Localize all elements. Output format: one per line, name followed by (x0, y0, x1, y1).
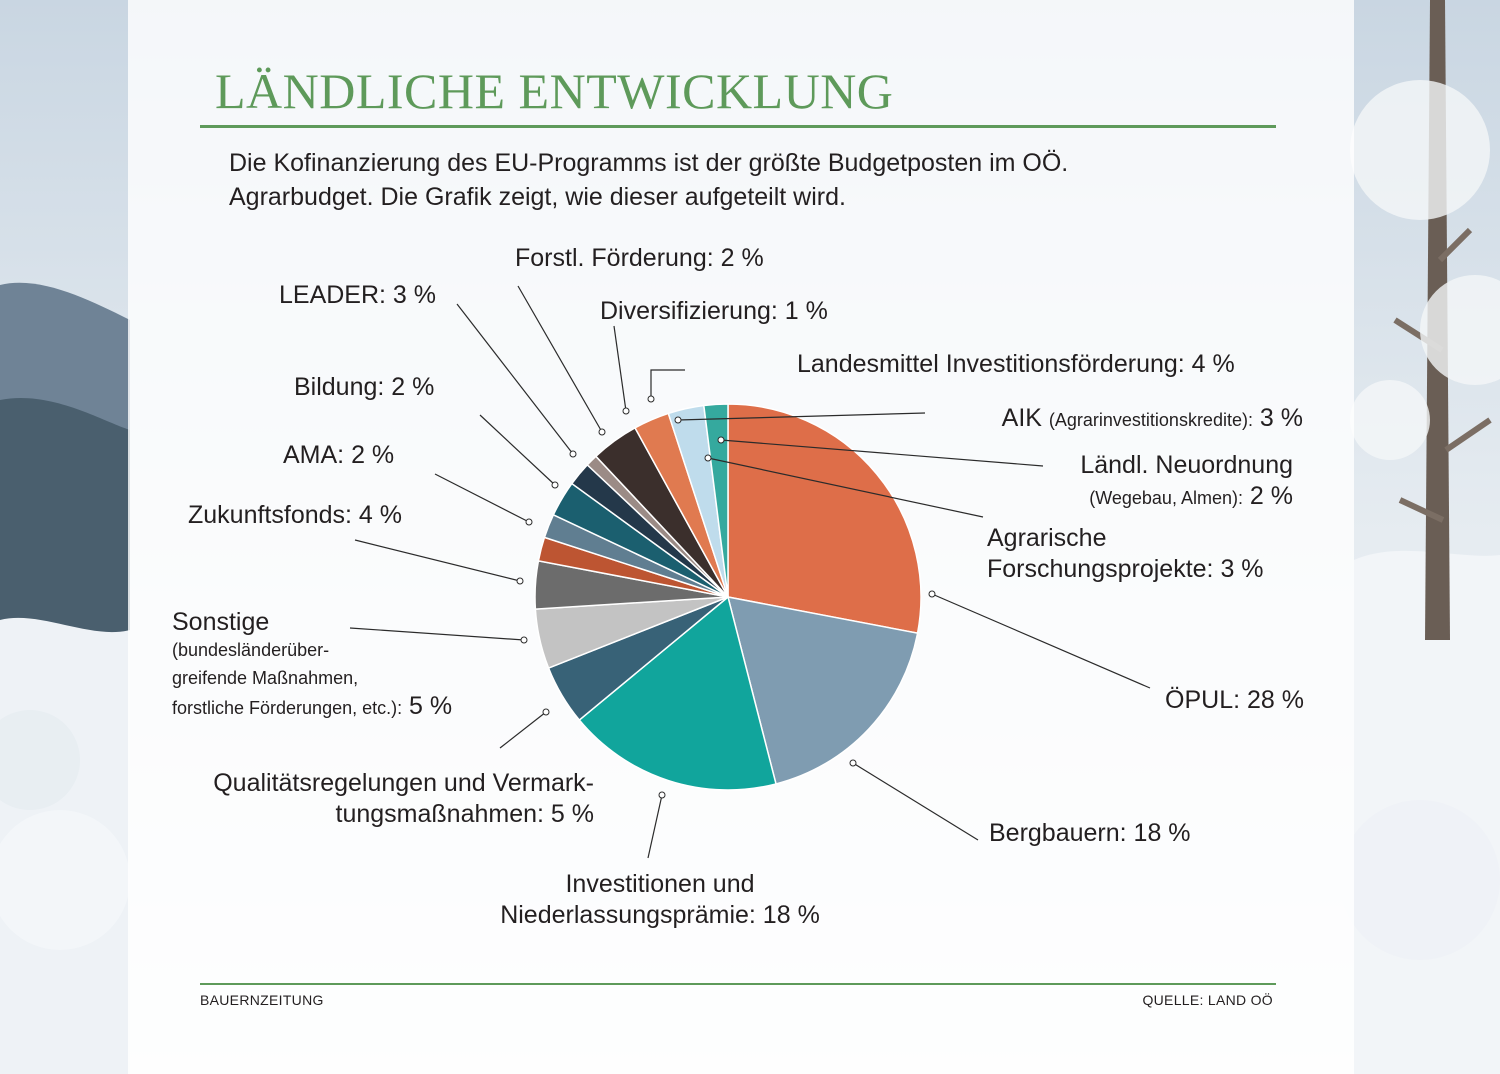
label-neuordnung: Ländl. Neuordnung (Wegebau, Almen): 2 % (1080, 450, 1293, 514)
leader-line-forschung (707, 457, 984, 518)
leader-line-sonstige (349, 627, 525, 641)
label-qualitaet: Qualitätsregelungen und Vermark- tungsma… (213, 768, 594, 830)
leader-dot-qualitaet (542, 708, 550, 716)
label-bergbauern: Bergbauern: 18 % (989, 818, 1191, 849)
pie-slice-neuordnung (702, 403, 729, 598)
leader-line-neuordnung (720, 439, 1044, 467)
leader-dot-neuordnung (717, 436, 725, 444)
label-qualitaet-line-1: Qualitätsregelungen und Vermark- (213, 769, 594, 797)
footer-source: QUELLE: LAND OÖ (1142, 992, 1273, 1008)
footer-publisher: BAUERNZEITUNG (200, 992, 324, 1008)
leader-dot-aik (674, 416, 682, 424)
label-bildung: Bildung: 2 % (294, 372, 434, 403)
label-neuordnung-sub: (Wegebau, Almen): (1089, 488, 1243, 508)
leader-dot-leader (569, 450, 577, 458)
pie-slice-investitionen (578, 595, 777, 791)
label-investitionen: Investitionen und Niederlassungsprämie: … (480, 869, 840, 931)
footer-rule (200, 983, 1276, 985)
leader-line-forstl-foerderung (517, 285, 603, 433)
label-sonstige-head: Sonstige (172, 608, 270, 636)
label-diversifizierung: Diversifizierung: 1 % (600, 296, 828, 327)
label-sonstige-sub-3: forstliche Förderungen, etc.): (172, 698, 403, 718)
page-title: LÄNDLICHE ENTWICKLUNG (215, 63, 894, 119)
pie-slice-oepul (727, 403, 922, 635)
leader-dot-sonstige (520, 636, 528, 644)
pie-slice-bergbauern (726, 596, 919, 785)
leader-dot-ama (525, 518, 533, 526)
leader-line-landesmittel (650, 369, 685, 399)
label-forschung-line-2: Forschungsprojekte: 3 % (987, 555, 1264, 583)
label-leader: LEADER: 3 % (279, 280, 436, 311)
leader-dot-oepul (928, 590, 936, 598)
label-qualitaet-line-2: tungsmaßnahmen: 5 % (335, 800, 594, 828)
intro-line-1: Die Kofinanzierung des EU-Programms ist … (229, 149, 1069, 177)
leader-dot-bildung (551, 481, 559, 489)
label-landesmittel: Landesmittel Investitionsförderung: 4 % (797, 349, 1235, 380)
leader-line-ama (434, 473, 530, 523)
label-bildung-text: Bildung: 2 % (294, 373, 435, 401)
label-aik-value: 3 % (1252, 404, 1303, 432)
label-ama: AMA: 2 % (283, 440, 394, 471)
label-aik: AIK (Agrarinvestitionskredite): 3 % (1002, 403, 1303, 436)
label-oepul: ÖPUL: 28 % (1165, 685, 1304, 716)
label-investitionen-line-1: Investitionen und (565, 870, 755, 898)
leader-line-zukunftsfonds (354, 539, 521, 582)
label-investitionen-line-2: Niederlassungsprämie: 18 % (500, 901, 820, 929)
label-ama-text: AMA: 2 % (283, 441, 395, 469)
leader-dot-diversifizierung (622, 407, 630, 415)
leader-line-leader (456, 303, 574, 455)
label-sonstige: Sonstige (bundesländerüber- greifende Ma… (172, 608, 452, 722)
label-sonstige-value: 5 % (402, 692, 453, 720)
intro-text: Die Kofinanzierung des EU-Programms ist … (229, 146, 1229, 214)
leader-line-bildung (479, 414, 556, 486)
label-aik-sub: (Agrarinvestitionskredite): (1048, 410, 1253, 430)
leader-line-bergbauern (852, 762, 979, 841)
label-sonstige-sub-1: (bundesländerüber- (172, 640, 330, 660)
leader-line-diversifizierung (613, 325, 627, 412)
leader-line-oepul (931, 593, 1151, 689)
label-forstl-foerderung: Forstl. Förderung: 2 % (515, 243, 764, 274)
label-neuordnung-head: Ländl. Neuordnung (1080, 451, 1293, 479)
label-forschung: Agrarische Forschungsprojekte: 3 % (987, 523, 1264, 585)
intro-line-2: Agrarbudget. Die Grafik zeigt, wie diese… (229, 183, 846, 211)
leader-dot-forschung (704, 454, 712, 462)
label-leader-text: LEADER: 3 % (279, 281, 437, 309)
label-forstl-foerderung-text: Forstl. Förderung: 2 % (515, 244, 764, 272)
label-diversifizierung-text: Diversifizierung: 1 % (600, 297, 828, 325)
leader-line-aik (677, 412, 926, 421)
leader-dot-landesmittel (647, 395, 655, 403)
leader-dot-zukunftsfonds (516, 577, 524, 585)
label-zukunftsfonds: Zukunftsfonds: 4 % (188, 500, 402, 531)
leader-line-qualitaet (499, 711, 547, 749)
label-neuordnung-value: 2 % (1242, 482, 1293, 510)
label-zukunftsfonds-text: Zukunftsfonds: 4 % (188, 501, 403, 529)
label-forschung-line-1: Agrarische (987, 524, 1107, 552)
label-sonstige-sub-2: greifende Maßnahmen, (172, 668, 359, 688)
label-aik-head: AIK (1001, 404, 1049, 432)
leader-dot-bergbauern (849, 759, 857, 767)
title-rule (200, 125, 1276, 128)
leader-dot-investitionen (658, 791, 666, 799)
label-bergbauern-text: Bergbauern: 18 % (989, 819, 1191, 847)
leader-dot-forstl-foerderung (598, 428, 606, 436)
label-oepul-text: ÖPUL: 28 % (1165, 686, 1304, 714)
label-landesmittel-text: Landesmittel Investitionsförderung: 4 % (797, 350, 1235, 378)
leader-line-investitionen (647, 794, 663, 859)
